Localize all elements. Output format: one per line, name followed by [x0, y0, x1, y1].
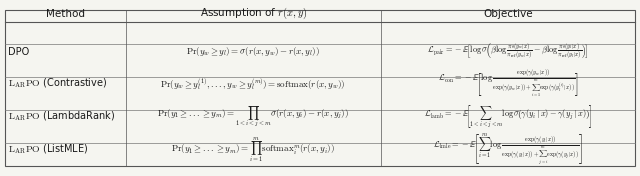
Text: DPO: DPO [8, 47, 29, 57]
Text: $\mathrm{L_{AR}PO}$ (LambdaRank): $\mathrm{L_{AR}PO}$ (LambdaRank) [8, 110, 115, 123]
Text: Assumption of $r(x, y)$: Assumption of $r(x, y)$ [200, 6, 307, 21]
Text: $\Pr(y_w \geq y_l) = \sigma(r(x, y_w) - r(x, y_l))$: $\Pr(y_w \geq y_l) = \sigma(r(x, y_w) - … [186, 45, 320, 58]
Text: $\mathcal{L}_{\mathrm{lamb}} = -\mathbb{E}\!\left[\sum_{1<i<j<m} \log \sigma\!\l: $\mathcal{L}_{\mathrm{lamb}} = -\mathbb{… [424, 103, 593, 130]
Text: $\Pr(y_w \geq y_l^{(1)}, ..., y_w \geq y_l^{(m)}) = \mathrm{softmax}(r(x, y_w))$: $\Pr(y_w \geq y_l^{(1)}, ..., y_w \geq y… [161, 76, 346, 92]
Text: $\Pr(y_1 \geq ... \geq y_m) = \prod_{1<i<j<m} \sigma(r(x, y_i) - r(x, y_j))$: $\Pr(y_1 \geq ... \geq y_m) = \prod_{1<i… [157, 104, 349, 129]
Text: Objective: Objective [483, 8, 532, 18]
Text: $\mathrm{L_{AR}PO}$ (ListMLE): $\mathrm{L_{AR}PO}$ (ListMLE) [8, 143, 88, 156]
Text: $\Pr(y_1 \geq ... \geq y_m) = \prod_{i=1}^{m} \mathrm{softmax}_i^m(r(x, y_i))$: $\Pr(y_1 \geq ... \geq y_m) = \prod_{i=1… [171, 135, 335, 164]
Text: $\mathcal{L}_{\mathrm{pair}} = -\mathbb{E}\!\left[\log \sigma\!\left(\beta \log : $\mathcal{L}_{\mathrm{pair}} = -\mathbb{… [428, 41, 588, 62]
Text: $\mathcal{L}_{\mathrm{lmle}} = -\mathbb{E}\!\left[\sum_{i=1}^{m} \log \frac{\exp: $\mathcal{L}_{\mathrm{lmle}} = -\mathbb{… [433, 132, 583, 167]
Text: Method: Method [45, 8, 84, 18]
Text: $\mathcal{L}_{\mathrm{con}} = -\mathbb{E}\!\left[\log \frac{\exp(\gamma(y_w|x))}: $\mathcal{L}_{\mathrm{con}} = -\mathbb{E… [438, 68, 579, 99]
Text: $\mathrm{L_{AR}PO}$ (Contrastive): $\mathrm{L_{AR}PO}$ (Contrastive) [8, 77, 107, 90]
